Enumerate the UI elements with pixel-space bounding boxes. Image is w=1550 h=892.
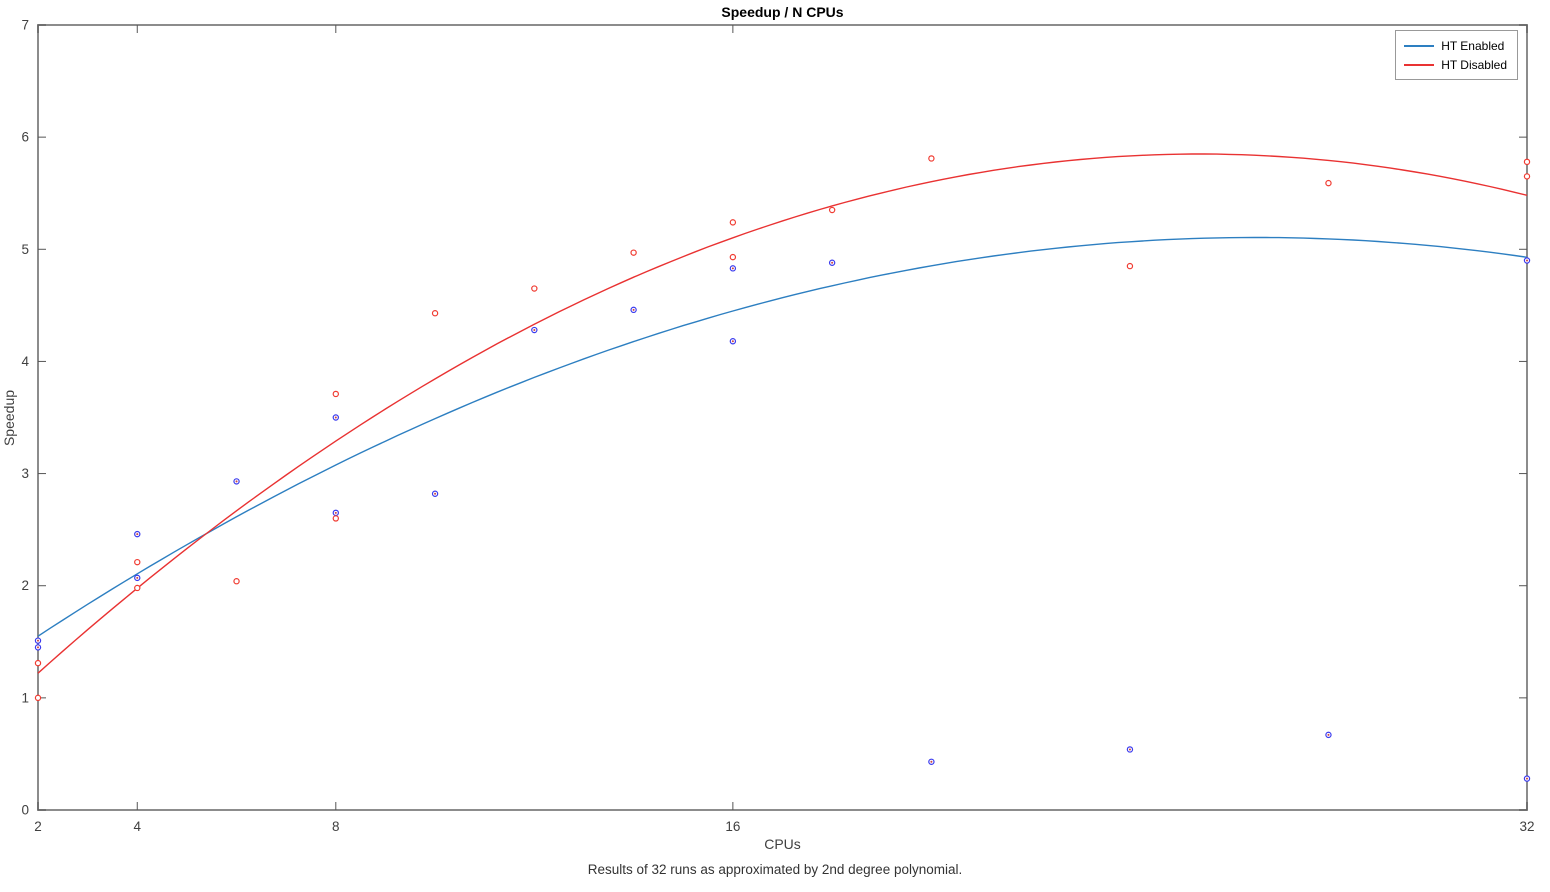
data-point-center-ht-disabled (731, 221, 734, 224)
data-point-center-ht-enabled (731, 267, 734, 270)
data-point-center-ht-disabled (1128, 265, 1131, 268)
data-point-center-ht-enabled (831, 261, 834, 264)
figure-caption: Results of 32 runs as approximated by 2n… (587, 862, 963, 877)
data-point-center-ht-disabled (334, 517, 337, 520)
data-point-center-ht-disabled (235, 580, 238, 583)
y-tick-label: 7 (21, 18, 29, 33)
data-point-center-ht-enabled (1128, 748, 1131, 751)
data-point-center-ht-disabled (831, 209, 834, 212)
legend-entry-ht-enabled: HT Enabled (1404, 36, 1507, 55)
data-point-center-ht-enabled (334, 511, 337, 514)
data-point-center-ht-disabled (1327, 182, 1330, 185)
data-point-center-ht-enabled (136, 533, 139, 536)
y-tick-label: 4 (21, 354, 29, 369)
y-tick-label: 2 (21, 578, 29, 593)
legend-entry-ht-disabled: HT Disabled (1404, 55, 1507, 74)
ht-disabled-line-swatch (1404, 63, 1435, 66)
data-point-center-ht-enabled (434, 492, 437, 495)
data-point-center-ht-enabled (1526, 259, 1528, 262)
x-tick-label: 8 (332, 819, 340, 834)
plot-box (37, 24, 1528, 811)
x-axis-label: CPUs (764, 836, 801, 852)
data-point-center-ht-enabled (632, 308, 635, 311)
data-point-center-ht-enabled (235, 480, 238, 483)
y-tick-label: 3 (21, 466, 29, 481)
legend-label-ht-enabled: HT Enabled (1441, 38, 1505, 53)
x-tick-label: 32 (1519, 819, 1534, 834)
data-point-center-ht-enabled (731, 340, 734, 343)
data-point-center-ht-enabled (930, 760, 933, 763)
data-point-center-ht-enabled (1526, 777, 1528, 780)
y-tick-label: 6 (21, 130, 29, 145)
data-point-center-ht-disabled (434, 312, 437, 315)
data-point-center-ht-disabled (533, 287, 536, 290)
y-tick-label: 1 (21, 690, 29, 705)
x-tick-label: 4 (134, 819, 142, 834)
legend: HT Enabled HT Disabled (1395, 30, 1518, 80)
chart-title: Speedup / N CPUs (721, 4, 844, 20)
data-point-center-ht-enabled (37, 646, 39, 649)
data-point-center-ht-disabled (334, 392, 337, 395)
data-point-center-ht-disabled (731, 256, 734, 259)
data-point-center-ht-disabled (930, 157, 933, 160)
data-point-center-ht-disabled (632, 251, 635, 254)
legend-label-ht-disabled: HT Disabled (1441, 57, 1507, 72)
x-tick-label: 16 (725, 819, 740, 834)
data-point-center-ht-disabled (37, 662, 39, 665)
data-point-center-ht-disabled (1526, 160, 1528, 163)
x-tick-label: 2 (34, 819, 42, 834)
ht-enabled-line-swatch (1404, 44, 1435, 47)
y-tick-label: 0 (21, 803, 29, 818)
y-axis-label: Speedup (1, 389, 17, 447)
data-point-center-ht-enabled (136, 576, 139, 579)
data-point-center-ht-disabled (136, 586, 139, 589)
data-point-center-ht-enabled (334, 416, 337, 419)
data-point-center-ht-disabled (1526, 175, 1528, 178)
fit-curve-ht-disabled (37, 153, 1528, 674)
data-point-center-ht-disabled (37, 696, 39, 699)
data-point-center-ht-disabled (136, 561, 139, 564)
y-tick-label: 5 (21, 242, 29, 257)
data-point-center-ht-enabled (37, 639, 39, 642)
data-point-center-ht-enabled (1327, 733, 1330, 736)
data-point-center-ht-enabled (533, 329, 536, 332)
fit-curve-ht-enabled (37, 236, 1528, 637)
